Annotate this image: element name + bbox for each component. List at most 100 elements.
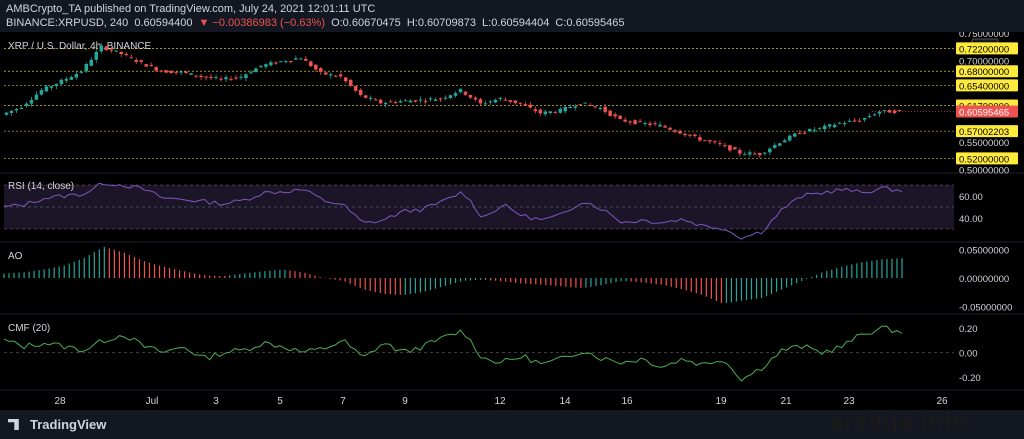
candle-body	[234, 77, 238, 79]
candle-body	[588, 105, 592, 107]
symbol-label: BINANCE:XRPUSD, 240	[6, 17, 129, 29]
chart-canvas[interactable]: XRP / U.S. Dollar, 4h, BINANCEUSD0.75000…	[0, 32, 1024, 410]
candle-body	[189, 73, 193, 75]
candle-body	[812, 129, 817, 131]
candle-body	[573, 106, 577, 108]
candle-body	[673, 130, 677, 132]
candle-body	[832, 124, 837, 128]
candle-body	[438, 98, 443, 100]
candle-body	[503, 99, 508, 101]
candle-body	[169, 71, 173, 74]
chart-footer	[0, 410, 1024, 439]
candle-body	[852, 120, 857, 122]
tradingview-logo[interactable]: TradingView	[8, 417, 106, 432]
candle-body	[199, 75, 203, 78]
candle-body	[872, 114, 877, 116]
candle-body	[488, 101, 493, 103]
candle-body	[578, 104, 582, 106]
price-axis-label: 0.72200000	[959, 44, 1009, 55]
candle-body	[443, 97, 448, 99]
x-axis-label: 28	[54, 396, 66, 407]
price-axis-badge	[956, 152, 1018, 165]
candle-body	[713, 141, 717, 143]
candle-body	[24, 103, 29, 107]
candle-body	[69, 77, 74, 80]
candle-body	[54, 83, 59, 87]
candle-body	[254, 68, 258, 73]
candle-body	[348, 79, 353, 86]
candle-body	[214, 77, 218, 79]
ao-pane-title: AO	[8, 251, 23, 262]
cmf-line	[3, 325, 903, 382]
candle-body	[733, 147, 737, 150]
price-axis-label: 0.65400000	[959, 81, 1009, 92]
candle-body	[94, 51, 99, 60]
x-axis-label: Jul	[146, 396, 159, 407]
candle-body	[428, 98, 433, 100]
candle-body	[468, 94, 473, 98]
candle-body	[703, 140, 707, 142]
candle-body	[513, 100, 518, 104]
candle-body	[658, 124, 662, 127]
candle-body	[448, 95, 453, 99]
candle-body	[259, 65, 263, 67]
candle-body	[548, 111, 553, 113]
x-axis-label: 7	[340, 396, 346, 407]
candle-body	[842, 122, 847, 125]
candle-body	[723, 145, 727, 147]
candle-body	[897, 110, 902, 112]
candle-body	[114, 50, 118, 52]
candle-body	[453, 93, 458, 96]
candle-body	[668, 127, 672, 130]
candle-body	[788, 135, 792, 141]
candle-body	[19, 108, 24, 110]
candle-body	[358, 89, 363, 95]
candle-body	[403, 100, 408, 102]
candle-body	[269, 62, 273, 66]
candle-body	[498, 97, 503, 99]
candle-body	[294, 58, 298, 60]
candle-body	[289, 61, 293, 63]
price-axis-label: 0.50000000	[959, 165, 1009, 176]
candle-body	[743, 154, 747, 156]
candle-body	[807, 128, 812, 132]
candle-body	[817, 127, 822, 129]
candle-body	[528, 104, 533, 108]
ohlc-line: BINANCE:XRPUSD, 240 0.60594400 ▼ −0.0038…	[6, 17, 628, 29]
candle-body	[139, 60, 143, 62]
price-axis-label: 0.75000000	[959, 32, 1009, 40]
candle-body	[748, 152, 752, 155]
candle-body	[343, 77, 348, 82]
candle-body	[543, 111, 548, 115]
candle-body	[64, 78, 69, 81]
candle-body	[393, 102, 398, 104]
x-axis-label: 5	[277, 396, 283, 407]
candle-body	[802, 132, 807, 134]
candle-body	[244, 74, 248, 79]
candle-body	[413, 100, 418, 102]
candle-body	[678, 131, 682, 134]
candle-body	[563, 107, 567, 112]
candle-body	[29, 99, 34, 104]
candle-body	[34, 94, 39, 100]
rsi-pane-title: RSI (14, close)	[8, 181, 74, 192]
candle-body	[538, 109, 543, 114]
candle-body	[867, 116, 872, 118]
candle-body	[408, 100, 413, 103]
candle-body	[49, 86, 54, 88]
rsi-axis-label: 40.00	[959, 214, 983, 225]
x-axis-label: 14	[559, 396, 571, 407]
candle-body	[778, 143, 782, 146]
candle-body	[533, 109, 538, 112]
candle-body	[204, 76, 208, 78]
candle-body	[368, 97, 373, 99]
candle-body	[623, 119, 627, 122]
candle-body	[827, 124, 832, 127]
candle-body	[219, 78, 223, 80]
rsi-line	[3, 182, 903, 240]
ao-axis-label: 0.05000000	[959, 246, 1009, 257]
price-axis-label: 0.55000000	[959, 138, 1009, 149]
x-axis-label: 26	[936, 396, 948, 407]
candle-body	[763, 152, 767, 154]
candle-body	[738, 149, 742, 154]
